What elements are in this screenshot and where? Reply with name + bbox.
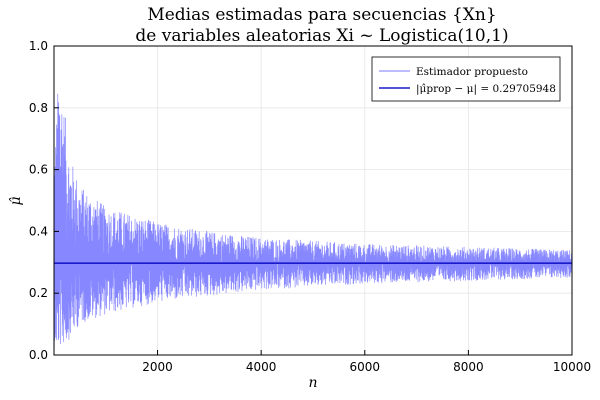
y-axis-label: μ̂ bbox=[8, 196, 24, 205]
estimator-line bbox=[53, 93, 573, 349]
x-tick-label: 8000 bbox=[453, 360, 484, 374]
y-tick-label: 0.0 bbox=[29, 348, 48, 362]
series-estimator bbox=[53, 93, 573, 349]
x-tick-label: 4000 bbox=[246, 360, 277, 374]
y-tick-label: 1.0 bbox=[29, 39, 48, 53]
x-tick-label: 2000 bbox=[142, 360, 173, 374]
y-tick-label: 0.4 bbox=[29, 224, 48, 238]
y-tick-label: 0.2 bbox=[29, 286, 48, 300]
x-tick-label: 10000 bbox=[553, 360, 591, 374]
chart-title-line2: de variables aleatorias Xi ~ Logistica(1… bbox=[135, 26, 508, 46]
legend-label-estimator: Estimador propuesto bbox=[416, 66, 528, 78]
y-tick-label: 0.6 bbox=[29, 163, 48, 177]
y-tick-label: 0.8 bbox=[29, 101, 48, 115]
y-axis-ticks: 0.0 0.2 0.4 0.6 0.8 1.0 bbox=[29, 39, 59, 362]
legend-box bbox=[371, 56, 561, 102]
legend: Estimador propuesto |μ̂prop − μ| = 0.297… bbox=[371, 56, 561, 102]
x-axis-ticks: 2000 4000 6000 8000 10000 bbox=[142, 350, 591, 374]
x-axis-label: n bbox=[308, 375, 317, 391]
legend-label-mean: |μ̂prop − μ| = 0.29705948 bbox=[416, 83, 556, 96]
x-tick-label: 6000 bbox=[350, 360, 381, 374]
chart-title-line1: Medias estimadas para secuencias {Xn} bbox=[147, 5, 496, 25]
plot-frame bbox=[53, 45, 573, 356]
